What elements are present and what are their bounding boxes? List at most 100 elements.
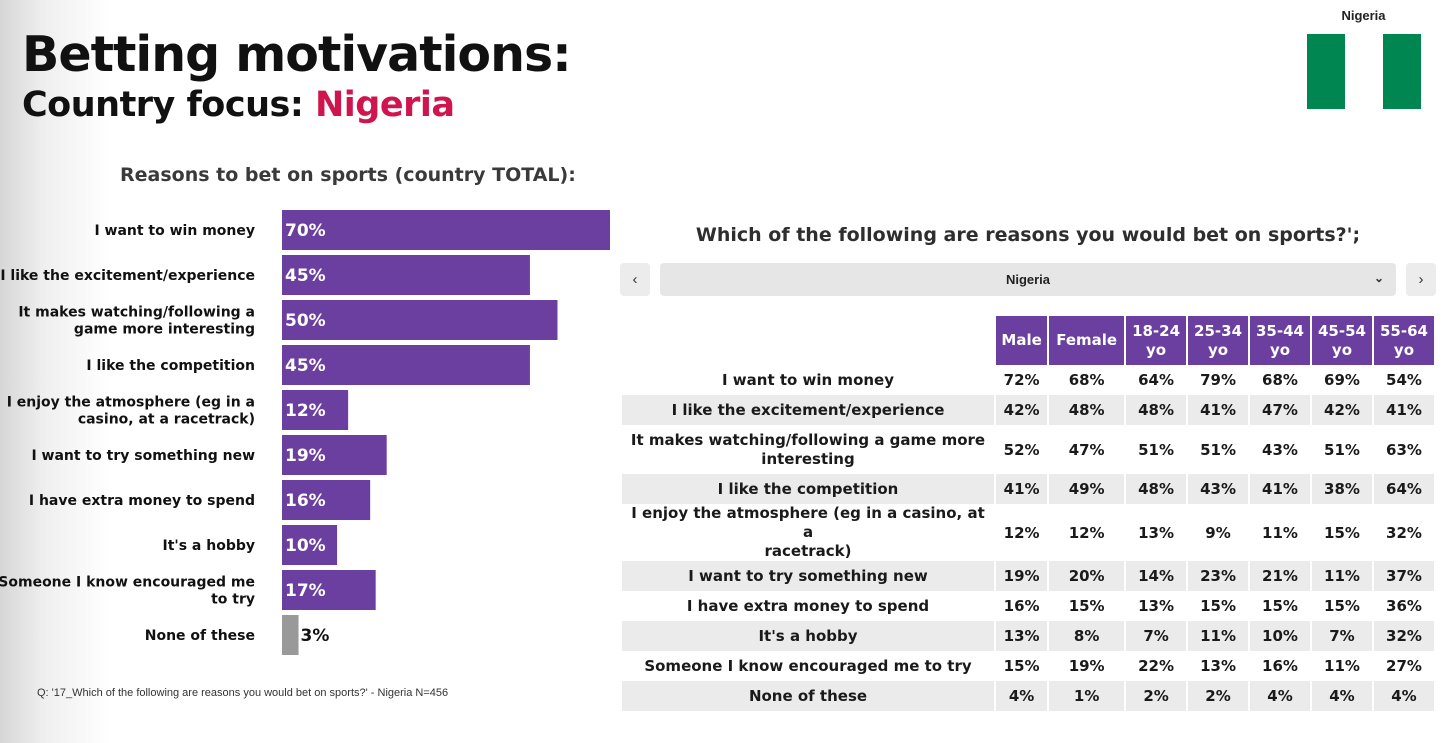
bar-value-label: 10% — [285, 536, 326, 556]
table-row: I enjoy the atmosphere (eg in a casino, … — [622, 504, 1434, 561]
left-edge-shade — [0, 0, 110, 743]
table-cell: 48% — [1126, 395, 1187, 425]
table-cell: 13% — [1200, 657, 1236, 675]
country-select-value: Nigeria — [1005, 272, 1051, 287]
table-cell: 13% — [996, 621, 1048, 651]
bar-value-label: 70% — [285, 221, 326, 241]
table-cell: 22% — [1138, 657, 1175, 675]
table-cell: 43% — [1262, 440, 1298, 459]
column-header: 25-34 yo — [1188, 316, 1249, 365]
category-label: None of these — [145, 628, 255, 644]
table-cell: 15% — [1003, 657, 1040, 675]
table-cell: 7% — [1311, 621, 1372, 651]
column-header: 45-54 yo — [1311, 316, 1372, 365]
table-cell: 54% — [1386, 371, 1422, 389]
table-cell: 42% — [996, 395, 1048, 425]
table-header-row: Male Female 18-24 yo 25-34 yo 35-44 yo 45-54 yo 55… — [622, 316, 1434, 365]
table-cell: 32% — [1373, 621, 1434, 651]
chevron-down-icon: ⌄ — [1373, 271, 1384, 285]
bar — [282, 210, 610, 250]
table-cell: 11% — [1188, 621, 1249, 651]
page-title: Betting motivations: — [22, 26, 572, 83]
column-header: Male — [996, 316, 1048, 365]
table-cell: 15% — [1068, 597, 1105, 615]
table-cell: 14% — [1126, 561, 1187, 591]
row-label: I have extra money to spend — [686, 596, 930, 615]
table-cell: 72% — [1003, 371, 1040, 389]
table-cell: 23% — [1188, 561, 1249, 591]
column-header: 55-64 yo — [1373, 316, 1434, 365]
bar — [282, 255, 530, 295]
table-cell: 38% — [1311, 474, 1372, 504]
category-label: I like the competition — [86, 358, 255, 374]
category-label: It makes watching/following a game more i… — [18, 305, 255, 338]
category-label: I like the excitement/experience — [0, 268, 255, 284]
table-cell: 41% — [1250, 474, 1310, 504]
country-select[interactable]: Nigeria ⌄ — [660, 263, 1396, 296]
category-label: Someone I know encouraged me to try — [0, 575, 255, 608]
table-cell: 9% — [1205, 523, 1231, 542]
table-cell: 32% — [1386, 523, 1422, 542]
bar — [282, 615, 299, 655]
row-label: I like the competition — [622, 474, 994, 504]
table-cell: 15% — [1324, 597, 1360, 615]
next-country-button[interactable]: › — [1406, 263, 1436, 296]
bar — [282, 300, 558, 340]
table-row: None of these 4% 1% 2% 2% 4% 4% 4% — [622, 681, 1434, 711]
table-cell: 2% — [1188, 681, 1249, 711]
table-row: It's a hobby 13% 8% 7% 11% 10% 7% 32% — [622, 621, 1434, 651]
table-cell: 4% — [996, 681, 1048, 711]
table-cell: 47% — [1250, 395, 1310, 425]
bar-chart-title: Reasons to bet on sports (country TOTAL)… — [120, 164, 576, 186]
subtitle-prefix: Country focus: — [22, 85, 316, 125]
table-cell: 11% — [1262, 523, 1298, 542]
bar — [282, 480, 371, 520]
subtitle-country: Nigeria — [315, 85, 455, 125]
table-row: I like the excitement/experience 42% 48% 48… — [622, 395, 1434, 425]
table-cell: 64% — [1138, 371, 1175, 389]
table-cell: 52% — [1003, 440, 1040, 459]
flag-label: Nigeria — [1341, 8, 1386, 23]
category-label: I want to try something new — [31, 448, 255, 464]
table-cell: 51% — [1200, 440, 1236, 459]
table-cell: 41% — [996, 474, 1048, 504]
prev-country-button[interactable]: ‹ — [620, 263, 650, 296]
table-row: It makes watching/following a game more i… — [622, 425, 1434, 474]
table-cell: 41% — [1188, 395, 1249, 425]
table-cell: 63% — [1386, 440, 1422, 459]
table-cell: 11% — [1324, 657, 1360, 675]
flag-stripe-middle — [1345, 34, 1383, 109]
table-cell: 49% — [1049, 474, 1125, 504]
table-cell: 41% — [1373, 395, 1434, 425]
table-cell: 64% — [1373, 474, 1434, 504]
bar-value-label: 17% — [285, 581, 326, 601]
column-header: Female — [1049, 316, 1125, 365]
table-cell: 79% — [1200, 371, 1236, 389]
bar-chart: 70% I want to win money 45% I like the exci… — [0, 210, 610, 655]
table-row: I have extra money to spend 16% 15% 13% 15% 1… — [622, 591, 1434, 621]
table-cell: 4% — [1250, 681, 1310, 711]
demographics-table: Male Female 18-24 yo 25-34 yo 35-44 yo 45-54 yo 55… — [620, 316, 1436, 711]
row-label: I want to win money — [721, 370, 895, 389]
table-cell: 69% — [1324, 371, 1360, 389]
table-cell: 43% — [1188, 474, 1249, 504]
bar-value-label: 3% — [301, 626, 330, 646]
table-cell: 48% — [1126, 474, 1187, 504]
column-header: 18-24 yo — [1126, 316, 1187, 365]
bar-value-label: 19% — [285, 446, 326, 466]
table-cell: 4% — [1373, 681, 1434, 711]
bar — [282, 390, 349, 430]
row-label: It's a hobby — [622, 621, 994, 651]
table-cell: 11% — [1311, 561, 1372, 591]
row-label: It makes watching/following a game more i… — [630, 430, 986, 468]
row-label: Someone I know encouraged me to try — [644, 656, 972, 675]
table-cell: 2% — [1126, 681, 1187, 711]
row-label: I enjoy the atmosphere (eg in a casino, … — [631, 504, 985, 560]
question-title: Which of the following are reasons you w… — [695, 224, 1361, 246]
table-cell: 15% — [1262, 597, 1298, 615]
table-cell: 68% — [1068, 371, 1105, 389]
table-cell: 4% — [1311, 681, 1372, 711]
page-subtitle: Country focus: Nigeria — [22, 85, 455, 125]
table-cell: 13% — [1138, 523, 1175, 542]
table-cell: 19% — [996, 561, 1048, 591]
